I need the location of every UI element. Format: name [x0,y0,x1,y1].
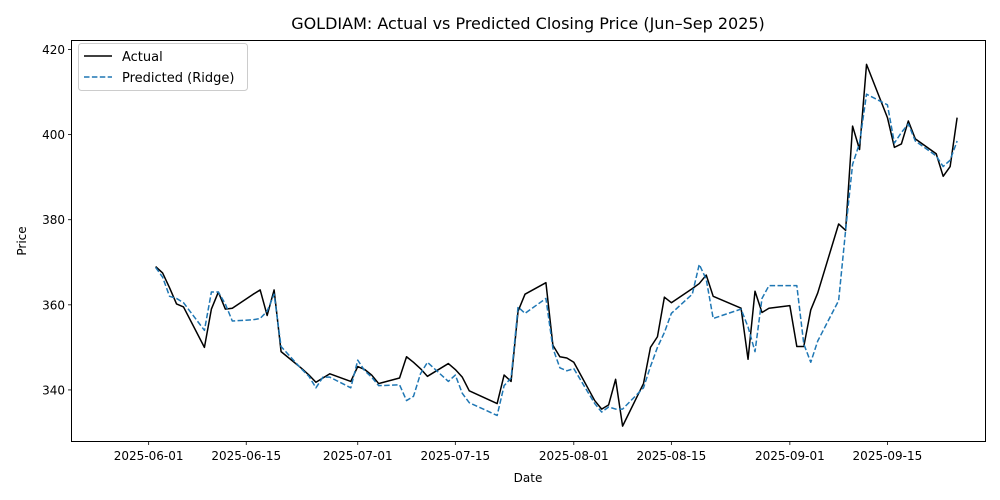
y-axis: 340 360 380 400 420 [42,43,72,397]
legend-box [78,43,248,91]
x-tick-label: 2025-09-01 [755,449,825,463]
x-tick-label: 2025-06-01 [114,449,184,463]
x-tick-label: 2025-08-15 [636,449,706,463]
x-axis: 2025-06-01 2025-06-15 2025-07-01 2025-07-15… [114,441,923,463]
y-tick-label: 360 [42,298,65,312]
axes-frame [71,40,986,442]
x-tick-label: 2025-06-15 [211,449,281,463]
series-line-predicted [155,93,958,417]
y-tick-label: 420 [42,43,65,57]
series-line-actual [155,63,958,427]
chart-title: GOLDIAM: Actual vs Predicted Closing Pri… [291,14,765,33]
x-axis-label: Date [514,471,543,485]
legend: Actual Predicted (Ridge) [78,43,248,91]
x-tick-label: 2025-08-01 [539,449,609,463]
legend-label-predicted: Predicted (Ridge) [122,71,234,86]
x-tick-label: 2025-09-15 [853,449,923,463]
y-axis-label: Price [15,226,29,255]
y-tick-label: 340 [42,383,65,397]
plot-area [155,63,958,427]
x-tick-label: 2025-07-15 [420,449,490,463]
legend-label-actual: Actual [122,50,163,65]
y-tick-label: 400 [42,128,65,142]
x-tick-label: 2025-07-01 [323,449,393,463]
y-tick-label: 380 [42,213,65,227]
